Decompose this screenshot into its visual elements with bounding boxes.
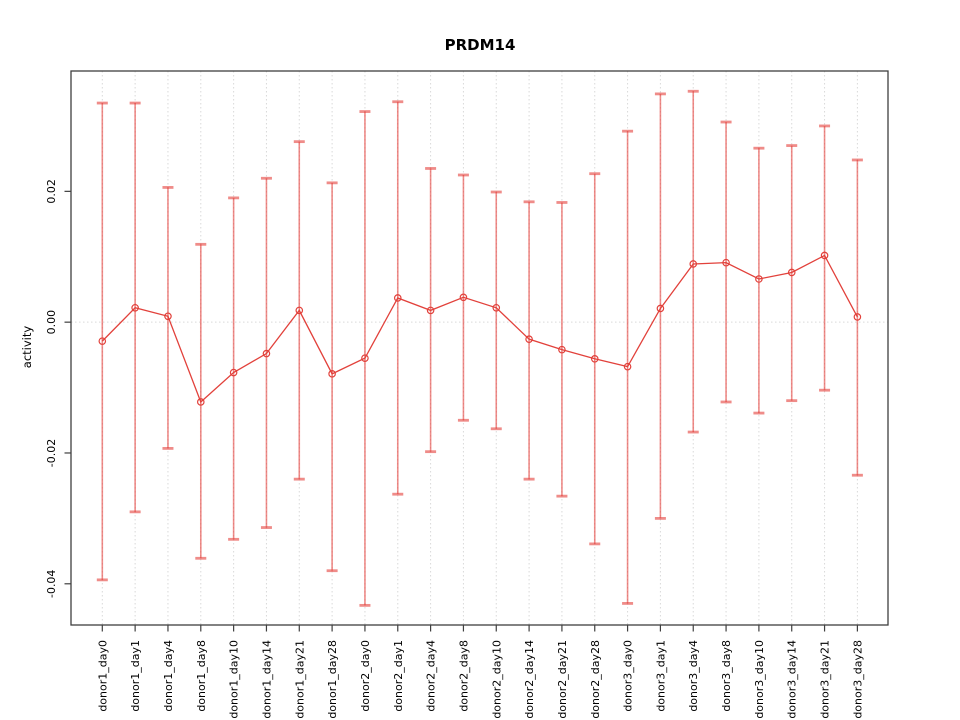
y-tick-labels: 0.02 0.00 -0.02 -0.04 xyxy=(45,179,58,598)
x-tick-label: donor1_day21 xyxy=(293,640,306,719)
data-point xyxy=(426,306,435,315)
x-tick-label: donor3_day4 xyxy=(687,640,700,712)
x-tick-label: donor2_day10 xyxy=(490,640,503,719)
error-bar xyxy=(523,200,535,481)
error-bar xyxy=(96,101,108,582)
y-tick-label: 0.02 xyxy=(45,179,58,204)
error-bar xyxy=(228,196,240,541)
data-point xyxy=(755,275,763,283)
data-point xyxy=(722,258,730,267)
error-bar xyxy=(720,120,732,404)
data-point xyxy=(328,370,336,378)
y-tick-label: -0.04 xyxy=(45,570,58,598)
x-tick-label: donor1_day10 xyxy=(228,640,241,719)
plot-border xyxy=(70,70,889,626)
x-tick-label: donor1_day28 xyxy=(326,640,339,719)
x-tick-label: donor2_day1 xyxy=(392,640,405,712)
data-point xyxy=(853,313,862,321)
data-point xyxy=(295,306,304,315)
data-point xyxy=(262,349,271,358)
x-tick-label: donor2_day21 xyxy=(556,640,569,719)
x-tick-label: donor2_day14 xyxy=(523,640,536,719)
data-point xyxy=(361,354,369,362)
data-point xyxy=(492,303,501,312)
x-tick-label: donor1_day14 xyxy=(260,640,273,719)
data-point xyxy=(558,345,566,354)
data-point xyxy=(689,260,698,268)
x-tick-label: donor2_day8 xyxy=(457,640,470,712)
x-tick-label: donor3_day8 xyxy=(720,640,733,712)
error-bar xyxy=(654,92,666,520)
x-tick-label: donor2_day4 xyxy=(425,640,438,712)
data-point xyxy=(196,398,205,406)
data-point xyxy=(623,362,632,371)
data-points xyxy=(98,251,862,406)
x-tick-label: donor3_day14 xyxy=(786,640,799,719)
x-tick-label: donor1_day8 xyxy=(195,640,208,712)
data-point xyxy=(525,335,533,343)
error-bar xyxy=(753,146,765,415)
x-tick-label: donor1_day4 xyxy=(162,640,175,712)
x-tick-label: donor1_day0 xyxy=(96,640,109,712)
x-tick-label: donor3_day10 xyxy=(753,640,766,719)
error-bars xyxy=(96,89,863,607)
y-tick-label: -0.02 xyxy=(45,439,58,467)
data-point xyxy=(787,268,796,277)
data-point xyxy=(131,303,139,312)
data-point xyxy=(98,337,107,345)
data-point xyxy=(164,312,172,321)
series-line xyxy=(101,254,858,404)
x-tick-label: donor3_day28 xyxy=(851,640,864,719)
x-tick-labels: donor1_day0 donor1_day1 donor1_day4 donor1_… xyxy=(96,640,864,719)
data-point xyxy=(590,354,599,363)
data-point xyxy=(393,294,402,302)
data-point xyxy=(459,293,468,302)
y-tick-label: 0.00 xyxy=(45,310,58,335)
chart-title: PRDM14 xyxy=(444,36,516,54)
x-tick-label: donor3_day1 xyxy=(654,640,667,712)
x-tick-label: donor2_day0 xyxy=(359,640,372,712)
axis-ticks xyxy=(64,190,858,632)
data-point xyxy=(656,304,665,313)
x-tick-label: donor3_day0 xyxy=(622,640,635,712)
x-tick-label: donor3_day21 xyxy=(819,640,832,719)
gridlines xyxy=(71,71,888,625)
data-point xyxy=(229,368,238,377)
error-bar xyxy=(687,89,699,434)
x-tick-label: donor1_day1 xyxy=(129,640,142,712)
error-bar xyxy=(851,158,863,477)
data-point xyxy=(820,251,829,260)
x-tick-label: donor2_day28 xyxy=(589,640,602,719)
